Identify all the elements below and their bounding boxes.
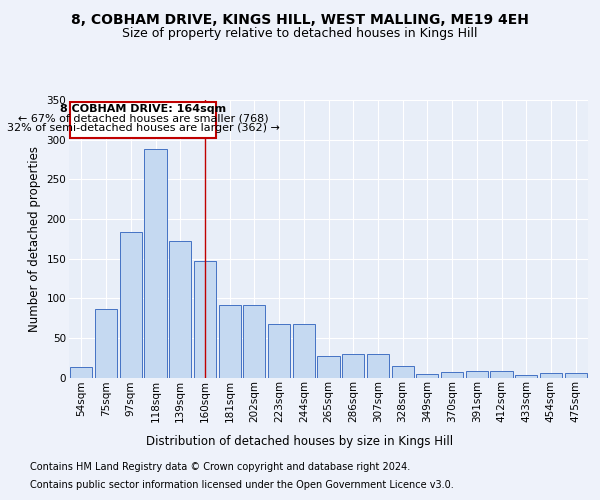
Bar	[268, 324, 290, 378]
Text: Contains public sector information licensed under the Open Government Licence v3: Contains public sector information licen…	[30, 480, 454, 490]
Bar	[95, 310, 117, 378]
Bar	[392, 366, 414, 378]
Text: 8 COBHAM DRIVE: 164sqm: 8 COBHAM DRIVE: 164sqm	[60, 104, 226, 114]
Bar	[416, 374, 439, 378]
Bar	[490, 371, 512, 378]
Bar	[145, 149, 167, 378]
Bar	[540, 372, 562, 378]
Text: Contains HM Land Registry data © Crown copyright and database right 2024.: Contains HM Land Registry data © Crown c…	[30, 462, 410, 472]
Bar	[194, 261, 216, 378]
Text: Distribution of detached houses by size in Kings Hill: Distribution of detached houses by size …	[146, 435, 454, 448]
Bar	[367, 354, 389, 378]
Text: ← 67% of detached houses are smaller (768): ← 67% of detached houses are smaller (76…	[18, 114, 268, 124]
Bar	[342, 354, 364, 378]
Bar	[441, 372, 463, 378]
Bar	[466, 371, 488, 378]
Bar	[515, 375, 538, 378]
Bar	[119, 232, 142, 378]
Text: 8, COBHAM DRIVE, KINGS HILL, WEST MALLING, ME19 4EH: 8, COBHAM DRIVE, KINGS HILL, WEST MALLIN…	[71, 12, 529, 26]
Bar	[317, 356, 340, 378]
Bar	[293, 324, 315, 378]
Bar	[218, 304, 241, 378]
Text: Size of property relative to detached houses in Kings Hill: Size of property relative to detached ho…	[122, 28, 478, 40]
Y-axis label: Number of detached properties: Number of detached properties	[28, 146, 41, 332]
Bar	[70, 367, 92, 378]
Bar	[565, 372, 587, 378]
Bar	[243, 306, 265, 378]
FancyBboxPatch shape	[70, 102, 216, 138]
Text: 32% of semi-detached houses are larger (362) →: 32% of semi-detached houses are larger (…	[7, 123, 280, 133]
Bar	[169, 241, 191, 378]
